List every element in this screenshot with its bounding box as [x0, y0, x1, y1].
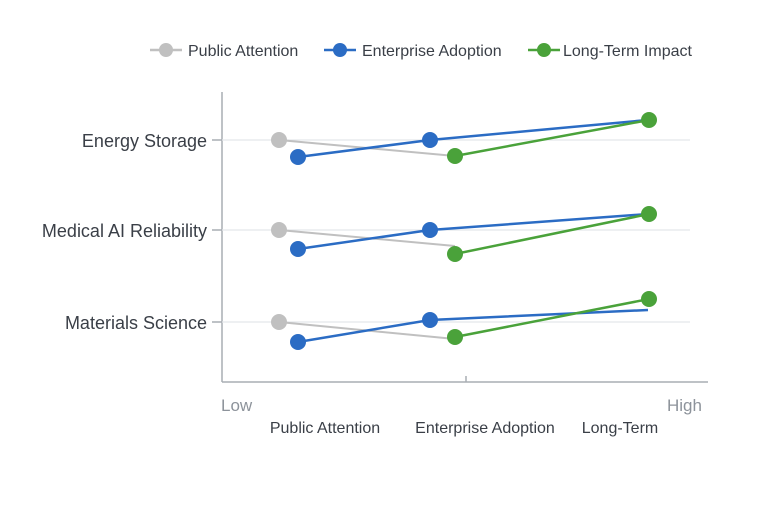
rows: Energy Storage Medical AI Reliability Mate…: [42, 112, 690, 350]
blue-series-line: [297, 212, 649, 251]
green-series-point[interactable]: [641, 206, 657, 222]
legend-label: Public Attention: [188, 43, 298, 60]
x-axis-low-label: Low: [221, 396, 253, 415]
blue-series-point[interactable]: [290, 149, 306, 165]
legend: Public Attention Enterprise Adoption Lon…: [150, 43, 692, 60]
category-label: Materials Science: [65, 313, 207, 333]
x-tick-label: Enterprise Adoption: [415, 420, 555, 437]
category-label: Energy Storage: [82, 131, 207, 151]
legend-item-public-attention[interactable]: Public Attention: [150, 43, 298, 60]
gray-series-point[interactable]: [271, 314, 287, 330]
x-axis-high-label: High: [667, 396, 702, 415]
category-row: Materials Science: [65, 291, 690, 350]
legend-item-long-term-impact[interactable]: Long-Term Impact: [528, 43, 692, 60]
category-label: Medical AI Reliability: [42, 221, 207, 241]
x-tick-label: Public Attention: [270, 420, 380, 437]
blue-series-point[interactable]: [422, 132, 438, 148]
legend-item-enterprise-adoption[interactable]: Enterprise Adoption: [324, 43, 502, 60]
legend-label: Long-Term Impact: [563, 43, 692, 60]
blue-series-point[interactable]: [422, 222, 438, 238]
green-series-point[interactable]: [447, 148, 463, 164]
green-series-line: [454, 297, 650, 339]
green-series-point[interactable]: [641, 291, 657, 307]
green-series-point[interactable]: [641, 112, 657, 128]
gray-series-point[interactable]: [271, 132, 287, 148]
blue-series-point[interactable]: [290, 241, 306, 257]
blue-series-point[interactable]: [290, 334, 306, 350]
green-series-point[interactable]: [447, 246, 463, 262]
category-row: Energy Storage: [82, 112, 690, 165]
legend-swatch-dot: [333, 43, 347, 57]
green-series-line: [454, 118, 650, 158]
blue-series-line: [297, 308, 649, 344]
axes: Low High Public Attention Enterprise Ado…: [221, 92, 708, 437]
category-row: Medical AI Reliability: [42, 206, 690, 262]
green-series-line: [454, 212, 650, 256]
x-tick-label: Long-Term: [582, 420, 658, 437]
legend-swatch-dot: [159, 43, 173, 57]
gray-series-point[interactable]: [271, 222, 287, 238]
legend-label: Enterprise Adoption: [362, 43, 502, 60]
legend-swatch-dot: [537, 43, 551, 57]
green-series-point[interactable]: [447, 329, 463, 345]
blue-series-point[interactable]: [422, 312, 438, 328]
